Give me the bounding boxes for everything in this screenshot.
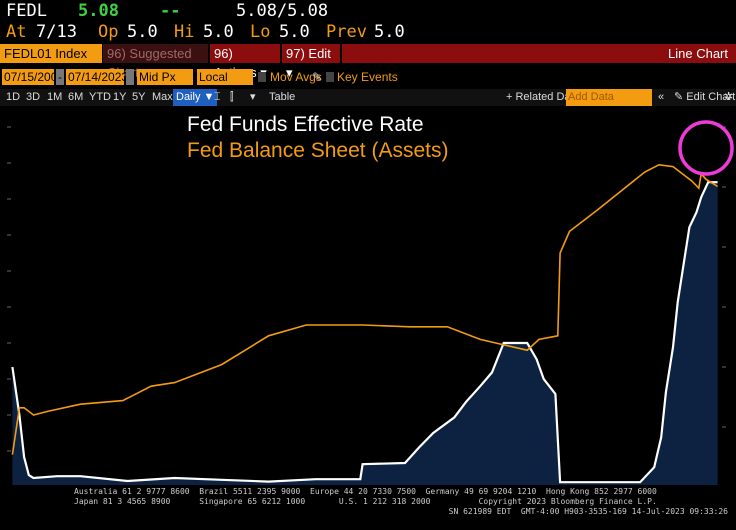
related-data-button[interactable]: + Related Dat xyxy=(506,91,574,103)
period-ytd[interactable]: YTD xyxy=(89,91,111,103)
add-data-input[interactable]: Add Data xyxy=(566,89,652,106)
fed-funds-area xyxy=(12,182,718,485)
bar-type-icon[interactable]: ⫿ xyxy=(230,91,234,103)
period-1d[interactable]: 1D xyxy=(6,91,21,103)
at-value: 7/13 xyxy=(36,22,77,42)
period-3d[interactable]: 3D xyxy=(26,91,41,103)
title-bar: Line Chart xyxy=(342,44,736,63)
mov-avgs-checkbox[interactable] xyxy=(258,72,266,82)
prev-label: Prev xyxy=(326,22,367,42)
chevron-down-icon: ▾ xyxy=(286,65,293,80)
currency-select[interactable]: Local CCY xyxy=(197,69,253,100)
footer-contacts-2: Japan 81 3 4565 8900 Singapore 65 6212 1… xyxy=(74,497,657,506)
suggested-charts-button[interactable]: 96) Suggested Charts xyxy=(103,44,208,80)
period-1m[interactable]: 1M xyxy=(47,91,63,103)
legend-balance-sheet: Fed Balance Sheet (Assets) xyxy=(187,139,449,162)
edit-chart-label: Edit Chart xyxy=(686,91,736,103)
chart-type-title: Line Chart xyxy=(668,46,728,61)
lo-value: 5.0 xyxy=(279,22,310,42)
legend-fed-funds: Fed Funds Effective Rate xyxy=(187,113,424,136)
bid-ask: 5.08/5.08 xyxy=(236,1,329,21)
period-toolbar: 1D 3D 1M 6M YTD 1Y 5Y Max Daily ▼ ⌶ ⫿ ▾ … xyxy=(0,89,736,106)
pencil-icon[interactable]: ✎ xyxy=(312,70,323,84)
prev-value: 5.0 xyxy=(374,22,405,42)
table-button[interactable]: Table xyxy=(269,91,296,103)
lo-label: Lo xyxy=(250,22,271,42)
period-max[interactable]: Max xyxy=(152,91,173,103)
actions-menu[interactable]: 96) Actions ▾ xyxy=(210,44,280,80)
balance-sheet-line xyxy=(11,163,719,455)
key-events-label: Key Events xyxy=(337,70,398,84)
hi-label: Hi xyxy=(174,22,195,42)
field-select[interactable]: Mid Px xyxy=(137,69,193,85)
frequency-select[interactable]: Daily ▼ xyxy=(173,89,218,106)
mov-avgs-label: Mov Avgs xyxy=(270,70,322,84)
period-1y[interactable]: 1Y xyxy=(113,91,127,103)
op-label: Op xyxy=(98,22,119,42)
quote-line-2: At 7/13 Op 5.0 Hi 5.0 Lo 5.0 Prev 5.0 xyxy=(0,22,736,43)
edit-label: 97) Edit xyxy=(286,46,331,61)
ticker: FEDL xyxy=(6,1,47,21)
change: -- xyxy=(160,1,181,21)
period-6m[interactable]: 6M xyxy=(68,91,84,103)
collapse-icon[interactable]: « xyxy=(658,91,665,103)
date-separator: - xyxy=(56,69,64,85)
menu-bar: FEDL01 Index 96) Suggested Charts 96) Ac… xyxy=(0,43,736,80)
chart-style-icon[interactable]: ⌶ xyxy=(214,91,221,103)
security-field[interactable]: FEDL01 Index xyxy=(0,44,102,63)
hi-value: 5.0 xyxy=(203,22,234,42)
footer-session: SN 621989 EDT GMT-4:00 H903-3535-169 14-… xyxy=(448,507,728,516)
fed-funds-line xyxy=(11,181,718,484)
period-5y[interactable]: 5Y xyxy=(132,91,146,103)
key-events-checkbox[interactable] xyxy=(326,72,334,82)
chevron-down-icon[interactable]: ▾ xyxy=(250,91,256,103)
date-controls: 07/15/2008 - 07/14/2023 Mid Px Local CCY… xyxy=(0,68,736,100)
calendar-icon[interactable] xyxy=(126,69,134,85)
pencil-icon: ✎ xyxy=(674,91,684,103)
op-value: 5.0 xyxy=(127,22,158,42)
quote-line-1: FEDL 5.08 -- 5.08/5.08 xyxy=(0,0,736,22)
start-date-input[interactable]: 07/15/2008 xyxy=(2,69,65,85)
frequency-label: Daily xyxy=(176,91,201,103)
chart-area[interactable]: Fed Funds Effective Rate Fed Balance She… xyxy=(0,107,736,485)
footer-contacts-1: Australia 61 2 9777 8600 Brazil 5511 239… xyxy=(74,487,657,496)
edit-menu[interactable]: 97) Edit ▾ xyxy=(282,44,340,80)
end-date-input[interactable]: 07/14/2023 xyxy=(66,69,129,85)
highlight-circle xyxy=(678,120,734,176)
line-chart[interactable] xyxy=(0,107,736,485)
edit-chart-button[interactable]: ✎ Edit Chart xyxy=(674,89,735,106)
gear-icon[interactable]: ✲ xyxy=(724,91,734,103)
at-label: At xyxy=(6,22,27,42)
last-price: 5.08 xyxy=(78,1,119,21)
footer: Australia 61 2 9777 8600 Brazil 5511 239… xyxy=(0,486,736,530)
